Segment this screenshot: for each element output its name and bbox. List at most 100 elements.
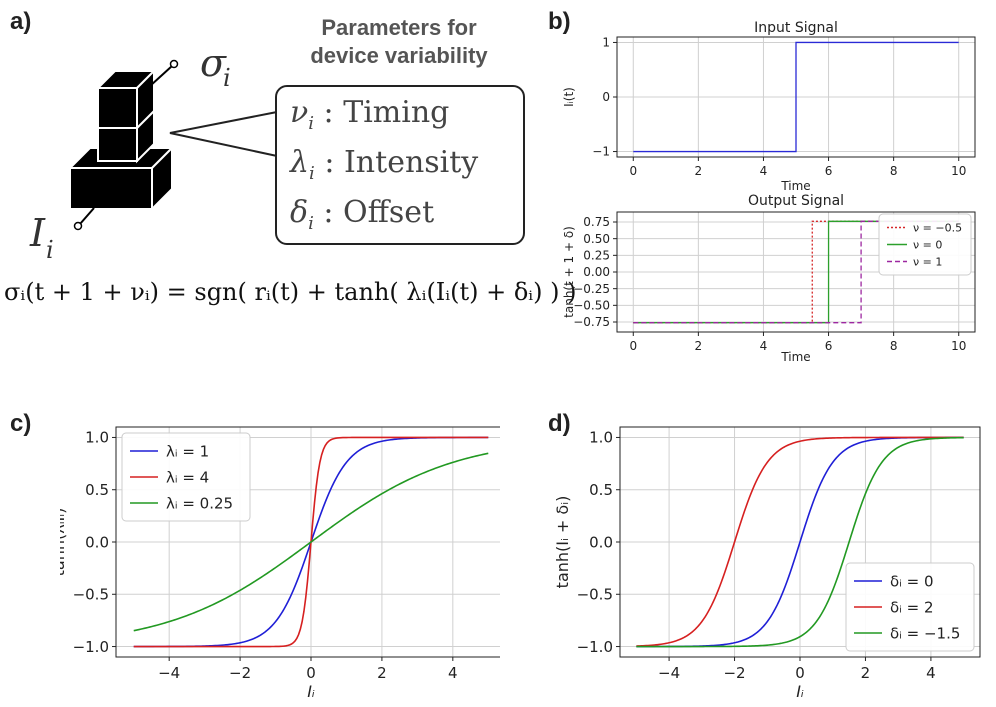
xtick-label: 2 — [695, 339, 703, 353]
x-axis-label: Time — [780, 350, 810, 364]
xtick-label: 8 — [890, 164, 898, 178]
ytick-label: 0.0 — [589, 533, 613, 551]
series-group — [633, 41, 959, 153]
xtick-label: 4 — [448, 664, 458, 682]
legend: ν = −0.5 ν = 0 ν = 1 — [878, 213, 972, 276]
xtick-label: 0 — [306, 664, 316, 682]
y-axis-label: tanh(t + 1 + δ) — [562, 226, 576, 318]
ytick-label: 0.25 — [583, 249, 610, 263]
ytick-label: 0.00 — [583, 265, 610, 279]
ticks: 0 2 4 6 8 10 −1 0 1 — [592, 36, 966, 178]
input-signal-chart: 0 2 4 6 8 10 −1 0 1 Input Signal Time Iᵢ(t) — [562, 20, 976, 190]
ytick-label: −0.5 — [73, 586, 109, 604]
ytick-label: −1.0 — [577, 638, 613, 656]
legend-label: ν = 1 — [913, 255, 942, 268]
legend-box — [878, 213, 972, 276]
sigma-label: σ — [200, 41, 227, 85]
sigma-subscript: i — [223, 64, 231, 92]
series-line-1 — [636, 436, 964, 647]
xtick-label: 6 — [825, 164, 833, 178]
xtick-label: 2 — [861, 664, 871, 682]
params-box: νi : Timing λi : Intensity δi : Offset — [275, 85, 525, 245]
xtick-label: −4 — [158, 664, 180, 682]
y-axis-label: tanh(λᵢIᵢ) — [60, 508, 68, 577]
ytick-label: −0.25 — [573, 282, 610, 296]
ytick-label: 0.0 — [85, 533, 109, 551]
delta-chart: −4 −2 0 2 4 −1.0 −0.5 0.0 0.5 1.0 Iᵢ tanh(Iᵢ + δᵢ) δ… — [555, 426, 981, 701]
device-equation: σᵢ(t + 1 + νᵢ) = sgn( rᵢ(t) + tanh( λᵢ(I… — [4, 278, 577, 306]
panel-label-a: a) — [10, 8, 32, 35]
chart-title: Input Signal — [754, 20, 838, 36]
param-offset: δi : Offset — [290, 195, 435, 234]
legend-label: ν = −0.5 — [913, 221, 962, 234]
ytick-label: −0.75 — [573, 315, 610, 329]
device-illustration: σ i I i — [29, 41, 278, 264]
ytick-label: 1.0 — [85, 429, 109, 447]
panel-label-b: b) — [548, 8, 571, 35]
callout-pointer — [169, 110, 278, 158]
lambda-chart: −4 −2 0 2 4 −1.0 −0.5 0.0 0.5 1.0 Iᵢ tanh(λᵢIᵢ) λᵢ =… — [60, 426, 500, 701]
xtick-label: 2 — [695, 164, 703, 178]
ytick-label: 0.50 — [583, 232, 610, 246]
legend: λᵢ = 1 λᵢ = 4 λᵢ = 0.25 — [121, 432, 251, 522]
xtick-label: 8 — [890, 339, 898, 353]
series-line-0 — [633, 41, 959, 153]
params-title-line2: device variability — [310, 43, 488, 68]
ytick-label: −0.50 — [573, 299, 610, 313]
param-timing: νi : Timing — [290, 95, 450, 134]
xtick-label: 4 — [760, 164, 768, 178]
xtick-label: 10 — [951, 339, 966, 353]
series-group — [133, 436, 489, 648]
input-subscript: i — [46, 236, 54, 264]
legend-box — [121, 432, 251, 522]
panel-label-c: c) — [10, 410, 32, 437]
legend-label: δᵢ = 2 — [890, 598, 934, 616]
legend-label: ν = 0 — [913, 238, 942, 251]
legend-box — [845, 562, 975, 652]
ytick-label: 0.5 — [85, 481, 109, 499]
input-terminal-icon — [73, 221, 83, 231]
x-axis-label: Iᵢ — [307, 682, 315, 701]
ytick-label: −1 — [592, 145, 610, 159]
x-axis-label: Iᵢ — [796, 682, 804, 701]
series-line-2 — [133, 452, 489, 632]
ytick-label: −0.5 — [577, 586, 613, 604]
panel-label-d: d) — [548, 410, 571, 437]
ticks: 0 2 4 6 8 10 −0.75 −0.50 −0.25 0.00 0.25 0.50 0.75 — [573, 215, 966, 353]
ytick-label: 1 — [602, 36, 610, 50]
legend-label: δᵢ = −1.5 — [890, 624, 960, 642]
legend-label: λᵢ = 0.25 — [166, 494, 233, 512]
xtick-label: 0 — [795, 664, 805, 682]
output-signal-chart: 0 2 4 6 8 10 −0.75 −0.50 −0.25 0.00 0.25 0.50 0.75 Ou… — [562, 193, 976, 364]
legend-label: λᵢ = 1 — [166, 442, 209, 460]
xtick-label: 6 — [825, 339, 833, 353]
series-line-2 — [636, 436, 964, 648]
ytick-label: −1.0 — [73, 638, 109, 656]
xtick-label: −4 — [658, 664, 680, 682]
ticks: −4 −2 0 2 4 −1.0 −0.5 0.0 0.5 1.0 — [73, 429, 458, 682]
xtick-label: 10 — [951, 164, 966, 178]
ytick-label: 0.75 — [583, 215, 610, 229]
legend-label: λᵢ = 4 — [166, 468, 209, 486]
chart-title: Output Signal — [748, 193, 844, 209]
xtick-label: −2 — [723, 664, 745, 682]
legend-label: δᵢ = 0 — [890, 572, 934, 590]
x-axis-label: Time — [780, 179, 810, 190]
legend: δᵢ = 0 δᵢ = 2 δᵢ = −1.5 — [845, 562, 975, 652]
input-label: I — [29, 211, 46, 255]
ytick-label: 0.5 — [589, 481, 613, 499]
ytick-label: 0 — [602, 90, 610, 104]
xtick-label: 0 — [629, 339, 637, 353]
y-axis-label: tanh(Iᵢ + δᵢ) — [555, 496, 572, 589]
series-group — [636, 436, 964, 648]
y-axis-label: Iᵢ(t) — [562, 87, 576, 107]
ytick-label: 1.0 — [589, 429, 613, 447]
ticks: −4 −2 0 2 4 −1.0 −0.5 0.0 0.5 1.0 — [577, 429, 936, 682]
xtick-label: 4 — [760, 339, 768, 353]
xtick-label: −2 — [229, 664, 251, 682]
param-intensity: λi : Intensity — [290, 145, 479, 184]
panel-a: σ i I i Parameters for device variabilit… — [0, 0, 577, 360]
params-title: Parameters for device variability — [268, 14, 530, 70]
upper-cube — [95, 68, 157, 131]
xtick-label: 0 — [629, 164, 637, 178]
